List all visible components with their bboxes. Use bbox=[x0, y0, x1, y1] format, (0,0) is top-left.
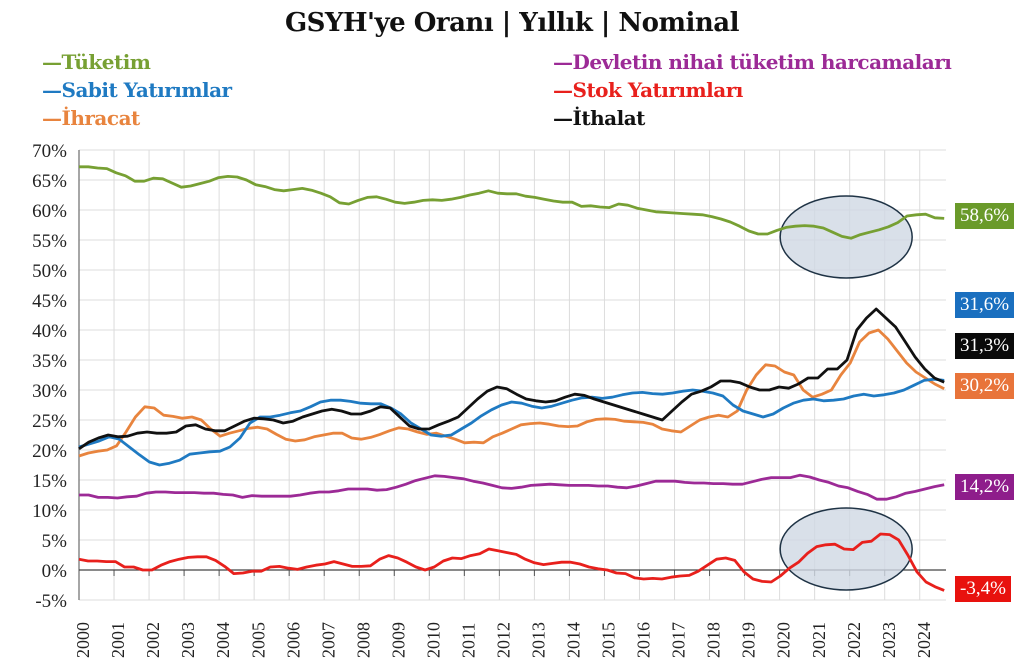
x-tick-label: 2005 bbox=[248, 622, 268, 658]
x-tick-label: 2018 bbox=[704, 622, 724, 658]
legend-dash: — bbox=[553, 50, 573, 74]
x-tick-label: 2007 bbox=[318, 622, 338, 658]
x-tick-label: 2023 bbox=[879, 622, 899, 658]
legend-label: Tüketim bbox=[61, 50, 151, 74]
y-tick-label: 45% bbox=[32, 291, 67, 312]
y-tick-label: 35% bbox=[32, 351, 67, 372]
legend-dash: — bbox=[553, 78, 573, 102]
legend-item-tuketim: —Tüketim bbox=[42, 50, 151, 74]
end-value-label: 31,3% bbox=[955, 333, 1015, 359]
legend-dash: — bbox=[42, 106, 62, 130]
x-tick-label: 2004 bbox=[213, 622, 233, 658]
y-tick-label: 30% bbox=[32, 381, 67, 402]
x-tick-label: 2002 bbox=[143, 622, 163, 658]
series-line-1 bbox=[79, 473, 945, 501]
y-tick-label: 20% bbox=[32, 441, 67, 462]
x-tick-label: 2024 bbox=[914, 622, 934, 658]
y-tick-label: 25% bbox=[32, 411, 67, 432]
x-tick-label: 2011 bbox=[458, 623, 478, 658]
x-tick-label: 2022 bbox=[844, 622, 864, 658]
end-value-label: -3,4% bbox=[955, 576, 1011, 602]
x-tick-label: 2020 bbox=[774, 622, 794, 658]
x-tick-label: 2015 bbox=[599, 622, 619, 658]
legend-label: Sabit Yatırımlar bbox=[61, 78, 233, 102]
legend-dash: — bbox=[42, 78, 62, 102]
series-line-0 bbox=[79, 165, 945, 240]
legend-dash: — bbox=[42, 50, 62, 74]
y-tick-label: 60% bbox=[32, 201, 67, 222]
end-value-label: 31,6% bbox=[955, 292, 1015, 318]
y-tick-label: 10% bbox=[32, 501, 67, 522]
x-tick-label: 2001 bbox=[108, 622, 128, 658]
series-line-5 bbox=[78, 307, 945, 450]
legend-item-ithalat: —İthalat bbox=[553, 106, 645, 130]
x-tick-label: 2006 bbox=[283, 622, 303, 658]
x-tick-label: 2014 bbox=[564, 622, 584, 658]
y-tick-label: 15% bbox=[32, 471, 67, 492]
x-tick-label: 2010 bbox=[423, 622, 443, 658]
x-tick-label: 2000 bbox=[73, 622, 93, 658]
legend-dash: — bbox=[553, 106, 573, 130]
legend-item-devlet: —Devletin nihai tüketim harcamaları bbox=[553, 50, 952, 74]
x-tick-label: 2013 bbox=[529, 622, 549, 658]
x-tick-label: 2017 bbox=[669, 622, 689, 658]
series-line-4 bbox=[78, 328, 945, 458]
x-tick-label: 2016 bbox=[634, 622, 654, 658]
legend-item-ihracat: —İhracat bbox=[42, 106, 140, 130]
end-value-label: 58,6% bbox=[955, 203, 1015, 229]
x-tick-label: 2021 bbox=[809, 622, 829, 658]
y-tick-label: 65% bbox=[32, 171, 67, 192]
y-tick-label: 40% bbox=[32, 321, 67, 342]
legend-label: İthalat bbox=[572, 106, 646, 130]
y-tick-label: 50% bbox=[32, 261, 67, 282]
x-tick-label: 2008 bbox=[353, 622, 373, 658]
series-line-2 bbox=[78, 377, 945, 467]
end-value-label: 30,2% bbox=[955, 373, 1015, 399]
legend-item-stok: —Stok Yatırımları bbox=[553, 78, 743, 102]
y-tick-label: 0% bbox=[42, 561, 68, 582]
x-tick-label: 2019 bbox=[739, 622, 759, 658]
end-value-label: 14,2% bbox=[955, 474, 1015, 500]
x-tick-label: 2003 bbox=[178, 622, 198, 658]
legend-label: Devletin nihai tüketim harcamaları bbox=[572, 50, 952, 74]
legend-label: İhracat bbox=[61, 106, 141, 130]
y-tick-label: 55% bbox=[32, 231, 67, 252]
legend-item-sabit-yatirimlar: —Sabit Yatırımlar bbox=[42, 78, 232, 102]
y-tick-label: 5% bbox=[42, 531, 68, 552]
x-tick-label: 2009 bbox=[388, 622, 408, 658]
chart-title: GSYH'ye Oranı | Yıllık | Nominal bbox=[284, 8, 740, 38]
legend-label: Stok Yatırımları bbox=[572, 78, 744, 102]
y-tick-label: -5% bbox=[35, 591, 67, 612]
x-tick-label: 2012 bbox=[493, 622, 513, 658]
y-tick-label: 70% bbox=[32, 141, 67, 162]
series-line-3 bbox=[78, 532, 945, 592]
